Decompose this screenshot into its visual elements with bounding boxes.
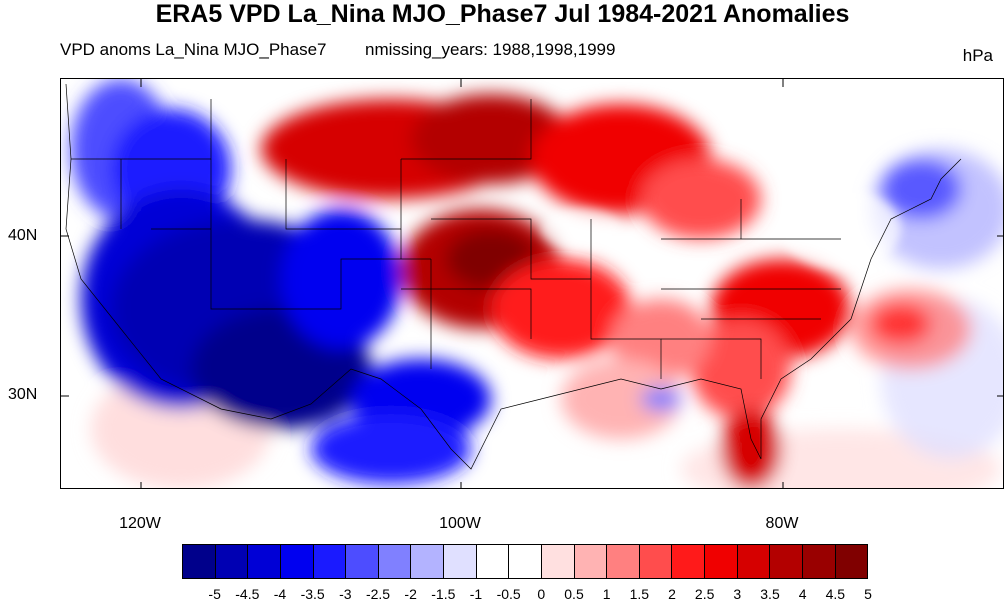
colorbar-swatch	[835, 545, 868, 578]
colorbar-tick-label: 3.5	[760, 586, 780, 602]
chart-title: ERA5 VPD La_Nina MJO_Phase7 Jul 1984-202…	[155, 0, 850, 28]
colorbar-swatch	[672, 545, 705, 578]
colorbar	[182, 544, 868, 579]
colorbar-swatch	[770, 545, 803, 578]
colorbar-tick-label: -0.5	[496, 586, 521, 602]
colorbar-swatch	[509, 545, 542, 578]
colorbar-tick-label: -1	[469, 586, 483, 602]
tick-marks	[61, 79, 1003, 488]
colorbar-tick-label: -5	[208, 586, 221, 602]
colorbar-swatch	[378, 545, 412, 578]
colorbar-swatch	[476, 545, 510, 578]
colorbar-swatch	[705, 545, 738, 578]
colorbar-tick-label: -2.5	[365, 586, 391, 602]
lon-label-80w: 80W	[765, 515, 799, 532]
colorbar-swatch	[639, 545, 673, 578]
colorbar-tick-label: -4.5	[235, 586, 260, 602]
lat-label-30n: 30N	[8, 386, 38, 403]
colorbar-tick-label: -3.5	[300, 586, 325, 602]
colorbar-swatch	[215, 545, 249, 578]
colorbar-swatch	[574, 545, 608, 578]
colorbar-swatch	[313, 545, 347, 578]
map-canvas	[61, 79, 1003, 488]
colorbar-swatch	[280, 545, 314, 578]
left-subtitle: VPD anoms La_Nina MJO_Phase7	[60, 40, 327, 59]
colorbar-swatch	[411, 545, 444, 578]
colorbar-tick-label: 2	[668, 586, 676, 602]
colorbar-tick-label: 5	[864, 586, 872, 602]
colorbar-swatch	[444, 545, 477, 578]
boundaries	[65, 83, 962, 470]
colorbar-tick-label: -2	[404, 586, 417, 602]
lon-label-100w: 100W	[439, 515, 481, 532]
anomaly-map	[60, 78, 1004, 489]
colorbar-tick-label: 3	[733, 586, 742, 602]
colorbar-tick-label: 0.5	[564, 586, 584, 602]
colorbar-swatch	[802, 545, 836, 578]
colorbar-tick-label: -3	[339, 586, 352, 602]
colorbar-swatch	[346, 545, 379, 578]
colorbar-swatch	[183, 545, 216, 578]
colorbar-tick-label: 4	[798, 586, 807, 602]
colorbar-swatch	[541, 545, 575, 578]
colorbar-tick-label: 4.5	[825, 586, 846, 602]
colorbar-swatch	[737, 545, 771, 578]
lon-label-120w: 120W	[119, 515, 161, 532]
units-label: hPa	[962, 46, 993, 65]
colorbar-tick-label: -1.5	[431, 586, 456, 602]
colorbar-swatch	[607, 545, 640, 578]
lat-label-40n: 40N	[8, 227, 38, 244]
colorbar-swatch	[248, 545, 281, 578]
colorbar-tick-label: 1.5	[629, 586, 650, 602]
colorbar-tick-label: 0	[537, 586, 546, 602]
colorbar-tick-label: 2.5	[694, 586, 715, 602]
colorbar-tick-label: -4	[273, 586, 287, 602]
field-detail	[541, 189, 901, 269]
colorbar-tick-label: 1	[602, 586, 611, 602]
right-subtitle: nmissing_years: 1988,1998,1999	[365, 40, 616, 59]
